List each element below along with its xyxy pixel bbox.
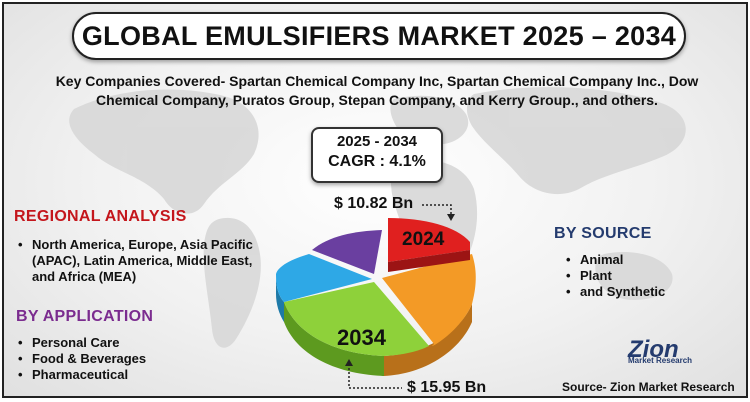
pie-side-green <box>284 302 384 376</box>
pie-slice-red <box>388 218 470 262</box>
leader-2034 <box>348 364 402 389</box>
arrow-2024 <box>447 214 455 221</box>
source-item: Plant <box>564 268 744 284</box>
arrow-2034 <box>345 359 353 366</box>
cagr-period: 2025 - 2034 <box>336 133 418 150</box>
regional-item: North America, Europe, Asia Pacific (APA… <box>16 237 266 285</box>
application-item: Pharmaceutical <box>16 367 266 383</box>
pie-slice-orange <box>382 254 476 346</box>
title-banner: GLOBAL EMULSIFIERS MARKET 2025 – 2034 <box>72 12 686 60</box>
source-item: and Synthetic <box>564 284 744 300</box>
infographic-frame: GLOBAL EMULSIFIERS MARKET 2025 – 2034 Ke… <box>2 2 748 398</box>
pie-graphic <box>276 204 476 389</box>
application-item: Personal Care <box>16 335 266 351</box>
application-list: Personal Care Food & Beverages Pharmaceu… <box>16 335 266 383</box>
source-list: Animal Plant and Synthetic <box>564 252 744 300</box>
value-2024-label: $ 10.82 Bn <box>334 195 414 212</box>
by-source-title: BY SOURCE <box>554 225 652 242</box>
pie-side-orange <box>384 304 472 376</box>
source-item: Animal <box>564 252 744 268</box>
key-companies-text: Key Companies Covered- Spartan Chemical … <box>55 73 699 108</box>
year-2024-label: 2024 <box>402 229 445 250</box>
cagr-box: 2025 - 2034 CAGR : 4.1% <box>311 127 443 183</box>
by-application-title: BY APPLICATION <box>16 308 154 325</box>
cagr-value: CAGR : 4.1% <box>328 153 426 170</box>
pie-slice-purple <box>312 230 382 274</box>
page-title: GLOBAL EMULSIFIERS MARKET 2025 – 2034 <box>81 20 677 51</box>
application-item: Food & Beverages <box>16 351 266 367</box>
value-2034-label: $ 15.95 Bn <box>407 379 487 396</box>
zion-logo: Zion <box>628 336 679 363</box>
pie-side-red <box>388 250 470 272</box>
leader-2024 <box>422 204 452 216</box>
pie-slice-green <box>284 282 429 356</box>
year-2034-label: 2034 <box>337 325 386 350</box>
source-note: Source- Zion Market Research <box>562 380 735 394</box>
pie-side-blue <box>276 274 284 322</box>
regional-list: North America, Europe, Asia Pacific (APA… <box>16 237 266 285</box>
zion-logo-subtitle: Market Research <box>628 356 693 365</box>
regional-analysis-title: REGIONAL ANALYSIS <box>14 208 187 225</box>
pie-slice-blue <box>276 254 372 302</box>
